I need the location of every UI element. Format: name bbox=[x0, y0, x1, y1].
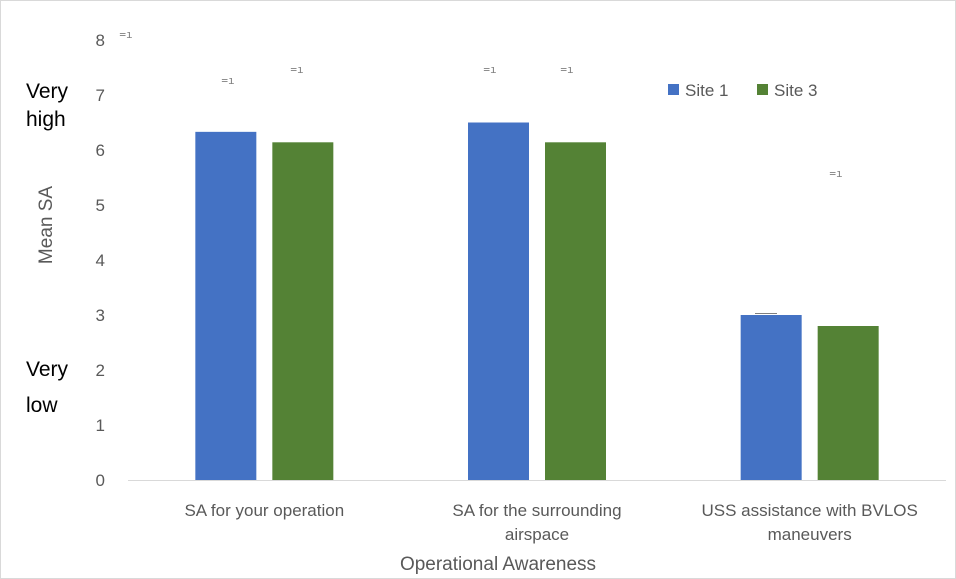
bars bbox=[195, 122, 879, 481]
bar-site-1-2 bbox=[468, 122, 529, 480]
error-bar-mark: =ı bbox=[560, 63, 573, 76]
error-bar-mark: =ı bbox=[829, 167, 842, 180]
x-category-label-line: airspace bbox=[505, 525, 569, 544]
annotation-very-high-line1: Very bbox=[26, 80, 69, 103]
bar-site-3-1 bbox=[272, 142, 334, 481]
y-tick-label: 1 bbox=[96, 416, 105, 435]
annotation-very-low-line1: Very bbox=[26, 358, 69, 381]
x-category-label-line: maneuvers bbox=[768, 525, 852, 544]
x-category-label: SA for your operation bbox=[184, 501, 344, 520]
bar-site-1-1 bbox=[195, 131, 257, 480]
annotation-very-high-line2: high bbox=[26, 108, 66, 131]
y-tick-label: 4 bbox=[96, 251, 105, 270]
error-bar-mark: =ı bbox=[290, 63, 303, 76]
x-category-label: USS assistance with BVLOS maneuvers bbox=[701, 501, 917, 544]
y-tick-label: 7 bbox=[96, 86, 105, 105]
legend: Site 1 Site 3 bbox=[668, 81, 817, 100]
x-category-label-line: SA for the surrounding bbox=[452, 501, 621, 520]
y-tick-label: 2 bbox=[96, 361, 105, 380]
x-category-label-line: USS assistance with BVLOS bbox=[701, 501, 917, 520]
x-category-label-line: SA for your operation bbox=[184, 501, 344, 520]
bar-site-1-3 bbox=[740, 315, 802, 480]
legend-swatch-site-1 bbox=[668, 84, 679, 95]
error-bar-mark: =ı bbox=[221, 74, 234, 87]
y-axis-ticks: 0 1 2 3 4 5 6 7 8 bbox=[96, 31, 105, 490]
annotation-very-low-line2: low bbox=[26, 394, 58, 417]
error-marks: =ı =ı =ı =ı =ı =ı bbox=[119, 28, 843, 314]
legend-label-site-1: Site 1 bbox=[685, 81, 728, 100]
y-axis-title: Mean SA bbox=[36, 186, 57, 264]
error-bar-mark: =ı bbox=[119, 28, 132, 41]
bar-site-3-3 bbox=[817, 326, 879, 480]
y-tick-label: 6 bbox=[96, 141, 105, 160]
y-tick-label: 3 bbox=[96, 306, 105, 325]
y-tick-label: 5 bbox=[96, 196, 105, 215]
error-bar-mark: =ı bbox=[483, 63, 496, 76]
legend-label-site-3: Site 3 bbox=[774, 81, 817, 100]
bar-site-3-2 bbox=[545, 142, 606, 481]
legend-swatch-site-3 bbox=[757, 84, 768, 95]
x-axis-title: Operational Awareness bbox=[400, 554, 596, 575]
y-tick-label: 8 bbox=[96, 31, 105, 50]
x-category-labels: SA for your operation SA for the surround… bbox=[184, 501, 917, 544]
x-category-label: SA for the surrounding airspace bbox=[452, 501, 621, 544]
y-tick-label: 0 bbox=[96, 471, 105, 490]
